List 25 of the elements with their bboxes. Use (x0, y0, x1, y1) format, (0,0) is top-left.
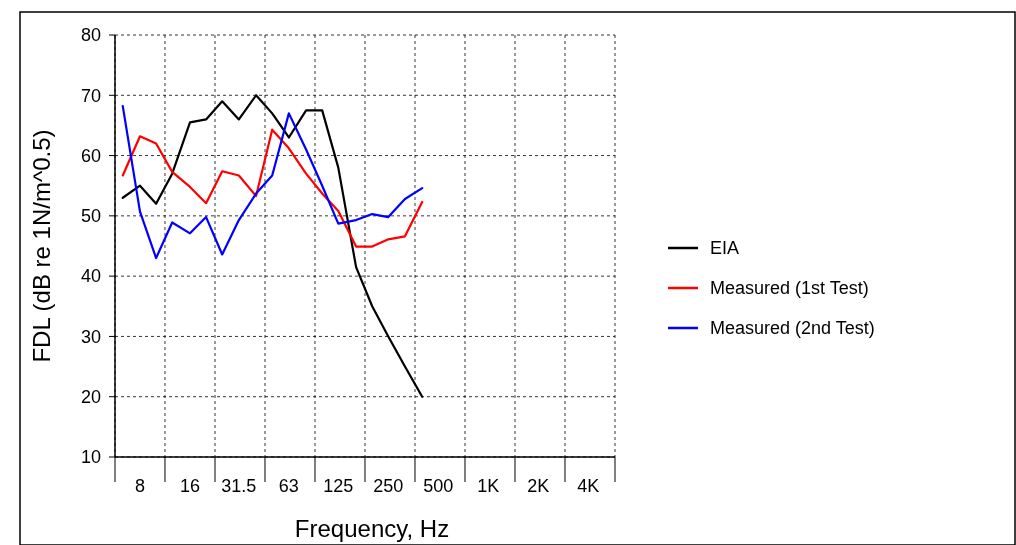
x-tick-label: 125 (323, 476, 354, 496)
y-tick-label: 10 (80, 447, 101, 468)
x-tick-label: 1K (477, 476, 500, 496)
y-tick-label: 50 (80, 206, 101, 227)
x-tick-label: 16 (179, 476, 201, 496)
x-tick-label: 4K (577, 476, 600, 496)
y-tick-label: 20 (80, 387, 101, 408)
x-tick-label: 500 (423, 476, 454, 496)
x-tick-label: 31.5 (221, 476, 257, 496)
x-tick-label: 2K (527, 476, 550, 496)
line-series (121, 105, 424, 260)
legend-label: Measured (1st Test) (710, 278, 869, 299)
line-series (121, 128, 424, 248)
y-tick-label: 60 (80, 145, 101, 166)
y-tick-label: 40 (80, 266, 101, 287)
x-tick-label: 8 (134, 476, 146, 496)
y-axis-title: FDL (dB re 1N/m^0.5) (28, 129, 55, 363)
legend-label: EIA (710, 238, 740, 259)
legend-label: Measured (2nd Test) (710, 318, 875, 339)
x-tick-label: 63 (278, 476, 299, 496)
y-tick-label: 30 (80, 326, 101, 347)
y-tick-label: 80 (80, 25, 101, 46)
y-tick-label: 70 (80, 85, 101, 106)
x-axis-title: Frequency, Hz (294, 515, 450, 542)
x-tick-label: 250 (373, 476, 404, 496)
